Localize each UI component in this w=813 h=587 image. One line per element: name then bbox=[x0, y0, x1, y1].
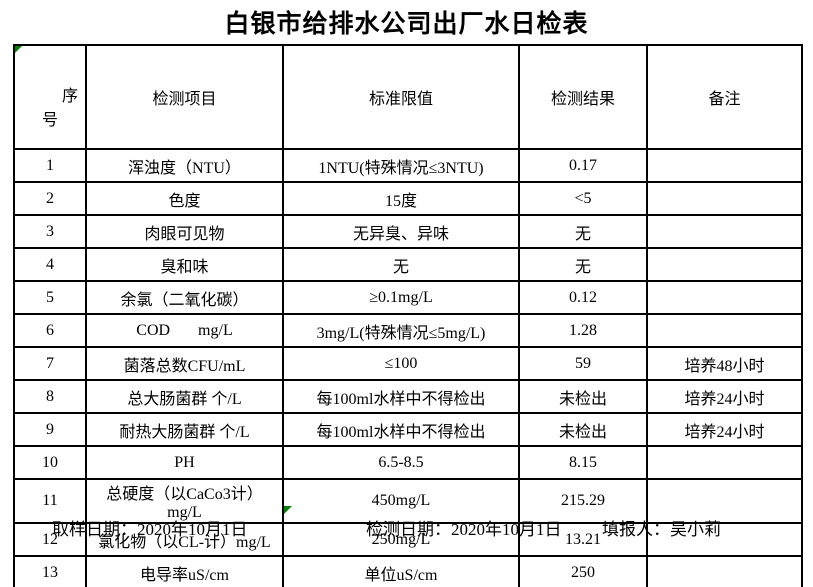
table-row: 10 PH 6.5-8.5 8.15 bbox=[13, 445, 803, 480]
item-name-cell: 色度 bbox=[85, 181, 284, 216]
item-name-cell: PH bbox=[85, 445, 284, 480]
reporter-text: 填报人：吴小莉 bbox=[602, 520, 721, 539]
row-number-cell: 6 bbox=[13, 313, 87, 348]
standard-limit-cell: 每100ml水样中不得检出 bbox=[282, 412, 520, 447]
table-row: 8 总大肠菌群 个/L 每100ml水样中不得检出 未检出 培养24小时 bbox=[13, 379, 803, 414]
test-date-text: 检测日期：2020年10月1日 bbox=[366, 520, 562, 539]
row-number-cell: 7 bbox=[13, 346, 87, 381]
test-result-cell: 0.17 bbox=[518, 148, 648, 183]
test-result-cell: 8.15 bbox=[518, 445, 648, 480]
remark-cell bbox=[646, 555, 803, 587]
row-number-cell: 1 bbox=[13, 148, 87, 183]
inspection-table: 序号 检测项目 标准限值 检测结果 备注 1 浑浊度（NTU） 1NTU(特殊情况≤… bbox=[13, 44, 803, 587]
item-name-cell: 总大肠菌群 个/L bbox=[85, 379, 284, 414]
remark-cell bbox=[646, 247, 803, 282]
test-result-cell: 1.28 bbox=[518, 313, 648, 348]
row-number-cell: 3 bbox=[13, 214, 87, 249]
col-header-remark: 备注 bbox=[646, 44, 803, 150]
remark-cell bbox=[646, 478, 803, 524]
table-row: 9 耐热大肠菌群 个/L 每100ml水样中不得检出 未检出 培养24小时 bbox=[13, 412, 803, 447]
table-row: 6 COD mg/L 3mg/L(特殊情况≤5mg/L) 1.28 bbox=[13, 313, 803, 348]
item-name-cell: 浑浊度（NTU） bbox=[85, 148, 284, 183]
remark-cell: 培养24小时 bbox=[646, 412, 803, 447]
test-result-cell: 未检出 bbox=[518, 379, 648, 414]
col-header-item: 检测项目 bbox=[85, 44, 284, 150]
item-name-cell: 耐热大肠菌群 个/L bbox=[85, 412, 284, 447]
remark-cell bbox=[646, 181, 803, 216]
table-row: 3 肉眼可见物 无异臭、异味无 bbox=[13, 214, 803, 249]
item-name-cell: COD mg/L bbox=[85, 313, 284, 348]
standard-limit-cell: 250mg/L bbox=[282, 522, 520, 557]
sample-date-text: 取样日期：2020年10月1日 bbox=[52, 520, 248, 539]
row-number-cell: 11 bbox=[13, 478, 87, 524]
table-row: 13 电导率uS/cm 单位uS/cm 250 bbox=[13, 555, 803, 587]
test-result-cell: 13.21 bbox=[518, 522, 648, 557]
standard-limit-cell: 15度 bbox=[282, 181, 520, 216]
remark-cell: 培养24小时 bbox=[646, 379, 803, 414]
remark-cell bbox=[646, 522, 803, 557]
row-number-cell: 5 bbox=[13, 280, 87, 315]
row-number-cell: 9 bbox=[13, 412, 87, 447]
green-fill-handle-triangle-icon bbox=[284, 506, 292, 514]
row-number-cell: 10 bbox=[13, 445, 87, 480]
test-result-cell: 无 bbox=[518, 247, 648, 282]
item-name-cell: 余氯（二氧化碳） bbox=[85, 280, 284, 315]
remark-cell bbox=[646, 313, 803, 348]
item-name-cell: 总硬度（以CaCo3计）mg/L bbox=[85, 478, 284, 524]
standard-limit-cell: ≤100 bbox=[282, 346, 520, 381]
table-row: 12 氯化物（以CL-计）mg/L 250mg/L 13.21 bbox=[13, 522, 803, 557]
remark-cell bbox=[646, 148, 803, 183]
item-name-cell: 氯化物（以CL-计）mg/L bbox=[85, 522, 284, 557]
row-number-cell: 12 bbox=[13, 522, 87, 557]
test-result-cell: 250 bbox=[518, 555, 648, 587]
item-name-cell: 电导率uS/cm bbox=[85, 555, 284, 587]
test-result-cell: 215.29 bbox=[518, 478, 648, 524]
table-row: 7 菌落总数CFU/mL ≤100 59 培养48小时 bbox=[13, 346, 803, 381]
table-row: 4 臭和味无无 bbox=[13, 247, 803, 282]
test-result-cell: 0.12 bbox=[518, 280, 648, 315]
standard-limit-cell: 1NTU(特殊情况≤3NTU) bbox=[282, 148, 520, 183]
standard-limit-cell: 6.5-8.5 bbox=[282, 445, 520, 480]
standard-limit-cell: 无异臭、异味 bbox=[282, 214, 520, 249]
green-corner-triangle-icon bbox=[16, 47, 22, 53]
remark-cell bbox=[646, 280, 803, 315]
col-header-result: 检测结果 bbox=[518, 44, 648, 150]
table-row: 11 总硬度（以CaCo3计）mg/L 450mg/L 215.29 bbox=[13, 478, 803, 524]
row-number-cell: 13 bbox=[13, 555, 87, 587]
standard-limit-cell: 每100ml水样中不得检出 bbox=[282, 379, 520, 414]
test-result-cell: <5 bbox=[518, 181, 648, 216]
remark-cell: 培养48小时 bbox=[646, 346, 803, 381]
page-title: 白银市给排水公司出厂水日检表 bbox=[224, 11, 589, 38]
standard-limit-cell: 无 bbox=[282, 247, 520, 282]
header-row: 序号 检测项目 标准限值 检测结果 备注 bbox=[13, 44, 803, 150]
item-name-cell: 臭和味 bbox=[85, 247, 284, 282]
remark-cell bbox=[646, 445, 803, 480]
table-row: 2 色度 15度 <5 bbox=[13, 181, 803, 216]
table-row: 5 余氯（二氧化碳） ≥0.1mg/L 0.12 bbox=[13, 280, 803, 315]
test-result-cell: 未检出 bbox=[518, 412, 648, 447]
remark-cell bbox=[646, 214, 803, 249]
test-result-cell: 59 bbox=[518, 346, 648, 381]
standard-limit-cell: 450mg/L bbox=[282, 478, 520, 524]
row-number-cell: 4 bbox=[13, 247, 87, 282]
standard-limit-cell: ≥0.1mg/L bbox=[282, 280, 520, 315]
item-name-cell: 肉眼可见物 bbox=[85, 214, 284, 249]
col-header-serial-label: 序号 bbox=[41, 88, 78, 129]
row-number-cell: 2 bbox=[13, 181, 87, 216]
test-result-cell: 无 bbox=[518, 214, 648, 249]
col-header-limit: 标准限值 bbox=[282, 44, 520, 150]
standard-limit-cell: 3mg/L(特殊情况≤5mg/L) bbox=[282, 313, 520, 348]
col-header-serial: 序号 bbox=[13, 44, 87, 150]
row-number-cell: 8 bbox=[13, 379, 87, 414]
table-row: 1 浑浊度（NTU） 1NTU(特殊情况≤3NTU) 0.17 bbox=[13, 148, 803, 183]
item-name-cell: 菌落总数CFU/mL bbox=[85, 346, 284, 381]
standard-limit-cell: 单位uS/cm bbox=[282, 555, 520, 587]
